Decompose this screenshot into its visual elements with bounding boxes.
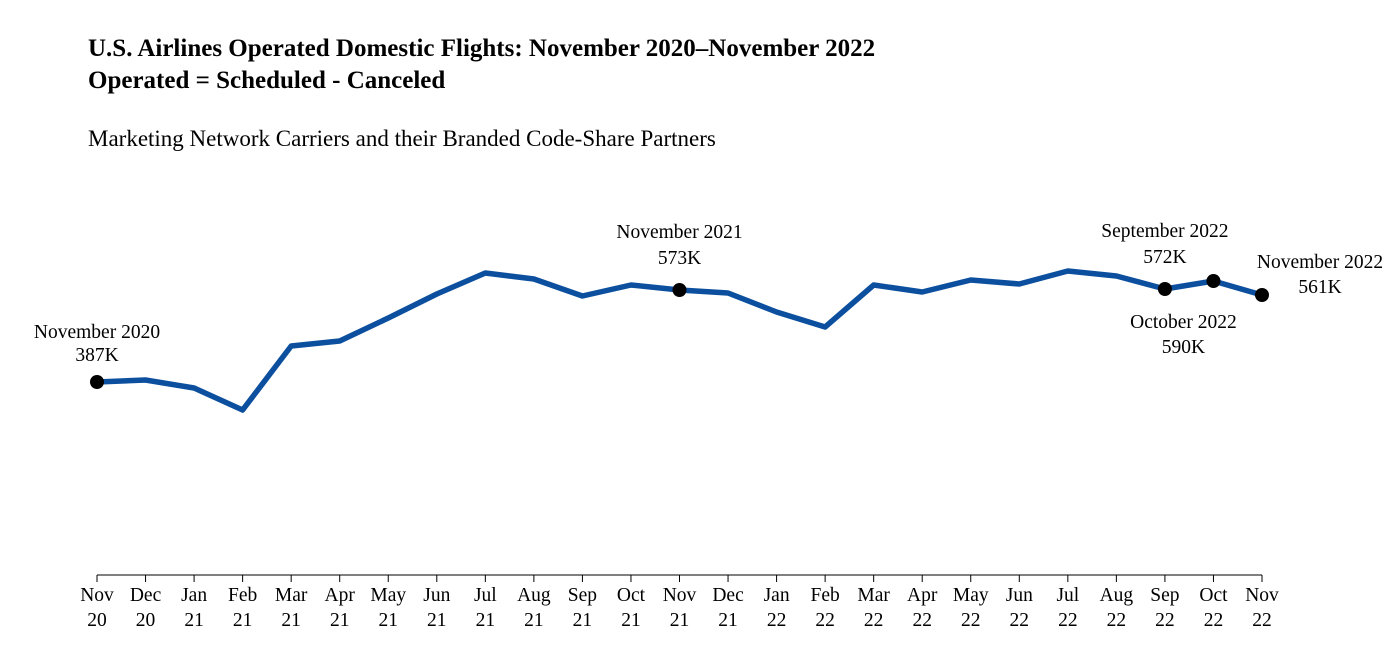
annotation-value: 387K <box>75 345 118 366</box>
annotation-value: 561K <box>1298 277 1341 298</box>
x-tick-label-month: Mar <box>857 585 890 606</box>
annotation-label: October 2022 <box>1130 312 1237 333</box>
x-tick-label-year: 22 <box>815 610 835 631</box>
x-axis: Nov 20 Dec 20 Jan 21 Feb 21 Mar 21 Apr 21 May 21 Jun 21… <box>80 574 1279 631</box>
x-tick-label-month: Dec <box>712 585 744 606</box>
x-tick-label-month: Sep <box>1150 585 1179 606</box>
marker-layer <box>90 274 1269 389</box>
x-tick-label-year: 22 <box>1058 610 1078 631</box>
annotation-label: September 2022 <box>1101 221 1228 242</box>
x-tick-label-year: 22 <box>961 610 981 631</box>
x-tick-label-month: Oct <box>617 585 646 606</box>
x-tick-label-year: 21 <box>670 610 690 631</box>
x-tick-label-year: 22 <box>1252 610 1272 631</box>
x-tick-label-month: Jul <box>1056 585 1079 606</box>
x-tick-label-month: Nov <box>80 585 114 606</box>
x-tick-label-month: Jul <box>474 585 497 606</box>
data-point-marker <box>1255 288 1269 302</box>
x-tick-label-year: 21 <box>476 610 496 631</box>
annotation-label: November 2021 <box>616 222 742 243</box>
x-tick-label-month: Aug <box>517 585 551 606</box>
x-tick-label-year: 22 <box>1107 610 1127 631</box>
x-tick-label-year: 22 <box>1204 610 1224 631</box>
x-tick-label-month: Feb <box>228 585 257 606</box>
x-tick-label-month: Jun <box>423 585 450 606</box>
data-point-marker <box>672 283 687 297</box>
x-tick-label-year: 22 <box>912 610 932 631</box>
annotation-value: 572K <box>1143 247 1186 268</box>
x-tick-label-month: May <box>370 585 406 606</box>
x-tick-label-year: 21 <box>379 610 399 631</box>
x-tick-label-year: 21 <box>718 610 738 631</box>
annotation-value: 590K <box>1162 337 1205 358</box>
annotation-label: November 2022 <box>1257 252 1383 273</box>
x-tick-label-year: 21 <box>524 610 544 631</box>
x-tick-label-year: 20 <box>87 610 107 631</box>
x-tick-label-month: Apr <box>325 585 356 606</box>
x-tick-label-year: 20 <box>136 610 156 631</box>
x-tick-label-month: Feb <box>811 585 840 606</box>
x-tick-label-month: Apr <box>907 585 938 606</box>
x-tick-label-month: Aug <box>1100 585 1134 606</box>
x-tick-label-year: 21 <box>233 610 253 631</box>
x-tick-label-month: Dec <box>130 585 162 606</box>
x-tick-label-month: Mar <box>275 585 308 606</box>
x-tick-label-month: Jan <box>764 585 790 606</box>
x-tick-label-month: Jun <box>1006 585 1033 606</box>
x-tick-label-year: 22 <box>1010 610 1030 631</box>
x-tick-label-month: Jan <box>181 585 207 606</box>
annotation-value: 573K <box>658 248 701 269</box>
x-tick-label-month: Nov <box>1245 585 1279 606</box>
data-point-marker <box>1157 282 1172 296</box>
x-tick-label-year: 22 <box>767 610 787 631</box>
x-tick-label-month: Oct <box>1199 585 1228 606</box>
x-tick-label-year: 21 <box>184 610 204 631</box>
chart-title: U.S. Airlines Operated Domestic Flights:… <box>88 35 875 62</box>
x-tick-label-year: 22 <box>1155 610 1175 631</box>
x-tick-label-month: Sep <box>568 585 597 606</box>
x-tick-label-year: 22 <box>864 610 884 631</box>
data-point-marker <box>1206 274 1221 288</box>
chart-subtitle: Marketing Network Carriers and their Bra… <box>88 126 716 151</box>
x-tick-label-year: 21 <box>573 610 593 631</box>
annotation-label: November 2020 <box>34 322 160 343</box>
chart-title-line-2: Operated = Scheduled - Canceled <box>88 67 445 94</box>
x-tick-label-year: 21 <box>281 610 301 631</box>
x-tick-label-year: 21 <box>330 610 350 631</box>
x-tick-label-year: 21 <box>621 610 641 631</box>
x-tick-label-month: Nov <box>663 585 697 606</box>
x-tick-label-month: May <box>953 585 989 606</box>
x-tick-label-year: 21 <box>427 610 447 631</box>
data-point-marker <box>90 375 104 389</box>
